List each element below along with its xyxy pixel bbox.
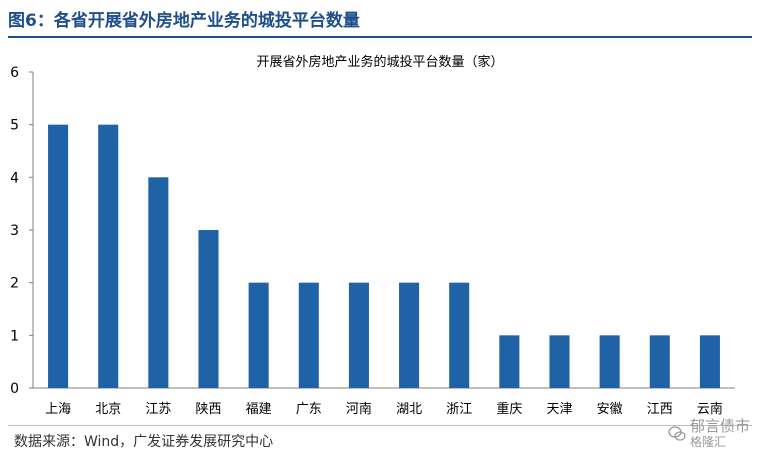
x-category-label: 天津	[546, 402, 572, 417]
y-tick-label: 1	[10, 328, 19, 344]
bar-7	[399, 282, 420, 388]
chart-title: 开展省外房地产业务的城投平台数量（家）	[256, 54, 503, 70]
x-category-label: 上海	[45, 402, 71, 417]
bar-12	[649, 335, 670, 388]
y-tick-label: 0	[10, 381, 19, 397]
x-category-label: 湖北	[396, 402, 422, 417]
bar-2	[148, 177, 169, 388]
wechat-icon	[668, 426, 686, 441]
y-tick-label: 5	[10, 118, 19, 134]
bar-1	[98, 124, 119, 389]
title-divider	[8, 36, 752, 38]
y-tick-label: 2	[10, 276, 19, 292]
bar-0	[48, 124, 69, 389]
bar-13	[699, 335, 720, 388]
y-tick-label: 4	[10, 170, 19, 186]
x-category-label: 重庆	[496, 401, 522, 417]
x-category-label: 北京	[95, 402, 121, 417]
x-category-label: 云南	[697, 401, 723, 417]
y-tick-group: 0 1 2 3 4 5 6	[10, 65, 33, 397]
x-category-label: 江西	[647, 402, 673, 417]
x-category-label: 河南	[346, 401, 372, 417]
x-category-label: 陕西	[195, 402, 221, 417]
y-tick-label: 3	[10, 223, 19, 239]
source-note: 数据来源：Wind，广发证券发展研究中心	[14, 434, 274, 450]
watermark: 郁言债市 格隆汇	[668, 418, 750, 450]
bar-8	[449, 282, 470, 388]
bar-6	[348, 282, 369, 388]
x-category-label: 福建	[246, 402, 272, 417]
bar-4	[248, 282, 269, 388]
x-category-label: 广东	[296, 402, 322, 417]
figure-title: 图6：各省开展省外房地产业务的城投平台数量	[8, 11, 360, 31]
bar-3	[198, 230, 219, 388]
y-tick-label: 6	[10, 65, 19, 81]
bar-chart: 开展省外房地产业务的城投平台数量（家） 0 1 2 3 4 5 6 上海 北京 江苏 陕西 福建 广东…	[10, 54, 735, 417]
watermark-main: 郁言债市	[689, 417, 750, 435]
x-category-label: 浙江	[446, 402, 472, 417]
x-category-label: 江苏	[145, 401, 171, 417]
footer-divider	[8, 425, 752, 426]
bar-group	[48, 124, 720, 389]
bar-5	[298, 282, 319, 388]
bar-9	[499, 335, 520, 388]
bar-11	[599, 335, 620, 388]
bar-10	[549, 335, 570, 388]
x-category-label: 安徽	[597, 402, 623, 417]
watermark-sub: 格隆汇	[689, 435, 726, 449]
x-label-group: 上海 北京 江苏 陕西 福建 广东 河南 湖北 浙江 重庆 天津 安徽 江西 云南	[45, 401, 723, 417]
